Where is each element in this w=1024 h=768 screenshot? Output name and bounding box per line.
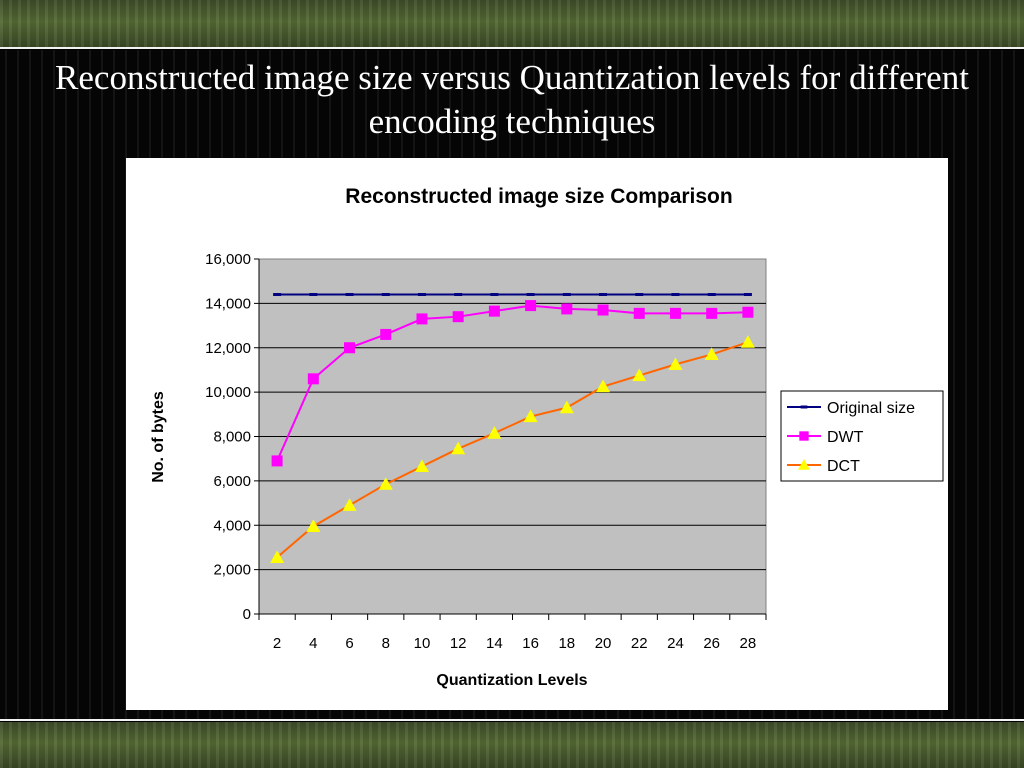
y-tick-label: 16,000 [205,251,251,268]
x-tick-label: 20 [595,635,612,652]
x-tick-label: 22 [631,635,648,652]
dwt-point [742,306,754,318]
legend-label: Original size [827,400,915,417]
x-axis-label: Quantization Levels [436,672,587,689]
y-tick-label: 4,000 [213,517,251,534]
dct-point [559,400,574,414]
x-tick-label: 16 [522,635,539,652]
top-divider [0,47,1024,49]
dct-point [414,459,429,473]
slide-title: Reconstructed image size versus Quantiza… [55,58,969,141]
x-axis: 2 4 6 8 10 12 14 16 18 20 22 24 26 28 [258,613,767,652]
y-tick-label: 12,000 [205,340,251,357]
dwt-point [561,303,573,315]
dct-point [523,409,538,423]
dwt-point [344,342,356,354]
dwt-point [380,328,392,340]
y-tick-label: 8,000 [213,429,251,446]
dwt-point [525,300,537,312]
dct-point [487,426,502,439]
x-tick-label: 26 [703,635,720,652]
dct-point [596,379,611,393]
bottom-divider [0,719,1024,721]
chart-title: Reconstructed image size Comparison [345,185,732,208]
dct-point [632,368,647,382]
dwt-point [706,307,718,319]
dct-series [270,335,755,564]
series-layer [270,293,755,564]
y-tick-label: 6,000 [213,473,251,490]
y-tick-label: 0 [243,606,251,623]
y-axis: 0 2,000 4,000 6,000 8,000 10,000 12,000 14,000 1… [205,251,260,623]
legend-label: DWT [827,429,864,446]
y-axis-label: No. of bytes [150,391,167,483]
dct-point [704,347,719,361]
dwt-point [669,307,681,319]
x-tick-label: 18 [558,635,575,652]
dwt-point [597,304,609,316]
dwt-series [271,300,754,467]
bottom-texture-band [0,722,1024,768]
legend-item-dwt: DWT [787,429,864,446]
legend: Original size DWT DCT [780,390,944,482]
x-tick-label: 12 [450,635,467,652]
dwt-line [276,304,748,462]
x-tick-label: 28 [740,635,757,652]
legend-item-original-size: Original size [787,400,915,417]
dwt-point [271,455,283,467]
line-chart: Reconstructed image size Comparison 0 2,0… [150,185,944,689]
x-tick-label: 8 [382,635,390,652]
dwt-point [416,313,428,325]
dct-point [378,477,393,490]
legend-item-dct: DCT [787,458,860,475]
x-tick-label: 6 [345,635,353,652]
x-tick-label: 24 [667,635,684,652]
dwt-point [488,305,500,317]
dwt-point [799,431,809,441]
x-tick-label: 2 [273,635,281,652]
dct-point [306,519,321,532]
x-tick-label: 10 [414,635,431,652]
gridlines [259,302,766,571]
dct-point [740,335,755,348]
dwt-point [452,311,464,323]
top-texture-band [0,0,1024,48]
dct-point [668,357,683,370]
dct-point [798,459,810,470]
dct-line [276,341,749,559]
x-tick-label: 14 [486,635,503,652]
dct-point [342,498,357,511]
y-tick-label: 10,000 [205,384,251,401]
y-tick-label: 2,000 [213,562,251,579]
dwt-point [307,373,319,385]
legend-label: DCT [827,458,860,475]
dct-point [451,441,466,455]
y-tick-label: 14,000 [205,295,251,312]
dwt-point [633,307,645,319]
dct-point [270,550,285,564]
x-tick-label: 4 [309,635,317,652]
